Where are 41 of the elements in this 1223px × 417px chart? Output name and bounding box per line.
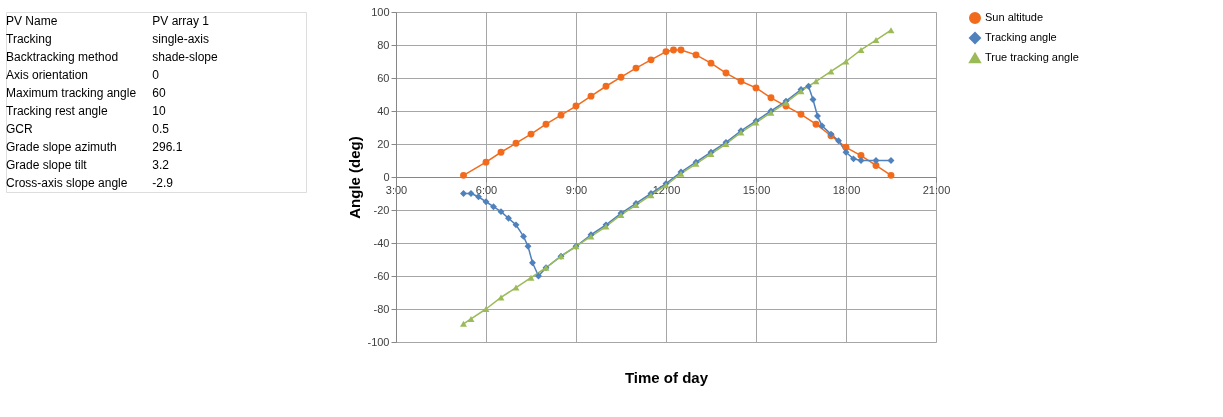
- text: 0.5: [152, 122, 170, 136]
- text: Maximum tracking angle: [6, 86, 137, 100]
- text: shade-slope: [152, 50, 219, 64]
- y-tick-label: -60: [373, 269, 390, 282]
- text: 296.1: [152, 140, 183, 154]
- x-axis-title: Time of day: [624, 368, 709, 386]
- x-tick-label: 6:00: [475, 183, 498, 196]
- text: PV array 1: [152, 14, 210, 28]
- y-tick-label: -100: [367, 335, 390, 348]
- legend-label: Sun altitude: [985, 11, 1044, 23]
- x-tick-label: 9:00: [565, 183, 588, 196]
- x-tick-label: 21:00: [922, 183, 951, 196]
- y-tick-label: 40: [377, 104, 390, 117]
- y-tick-label: 100: [371, 5, 390, 18]
- text: Tracking rest angle: [6, 104, 108, 118]
- y-tick-label: -20: [373, 203, 390, 216]
- text: PV Name: [6, 14, 58, 28]
- text: Axis orientation: [6, 68, 89, 82]
- y-tick-label: 0: [383, 170, 390, 183]
- text: 0: [152, 68, 160, 82]
- text: 3.2: [152, 158, 170, 172]
- legend-label: True tracking angle: [985, 51, 1079, 63]
- x-tick-label: 15:00: [742, 183, 771, 196]
- y-tick-label: -40: [373, 236, 390, 249]
- text: single-axis: [152, 32, 210, 46]
- x-tick-label: 18:00: [832, 183, 861, 196]
- text: Backtracking method: [6, 50, 119, 64]
- text: 10: [152, 104, 167, 118]
- text: Tracking: [6, 32, 52, 46]
- y-axis-title: Angle (deg): [346, 136, 364, 219]
- text: 60: [152, 86, 167, 100]
- text: Grade slope tilt: [6, 158, 88, 172]
- y-tick-label: -80: [373, 302, 390, 315]
- text: Grade slope azimuth: [6, 140, 117, 154]
- y-tick-label: 80: [377, 38, 390, 51]
- y-tick-label: 60: [377, 71, 390, 84]
- text: -2.9: [152, 176, 174, 190]
- text: Cross-axis slope angle: [6, 176, 128, 190]
- legend-label: Tracking angle: [985, 31, 1057, 43]
- text: GCR: [6, 122, 33, 136]
- y-tick-label: 20: [377, 137, 390, 150]
